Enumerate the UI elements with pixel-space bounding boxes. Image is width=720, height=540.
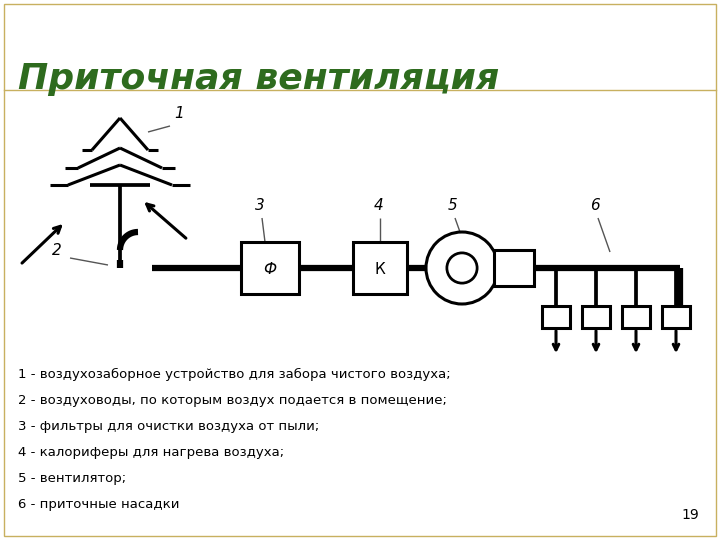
Text: 1: 1 (174, 106, 184, 121)
Text: 3: 3 (255, 198, 265, 213)
Circle shape (447, 253, 477, 283)
Text: К: К (374, 262, 385, 278)
Text: 6: 6 (590, 198, 600, 213)
Bar (542, 306, 570, 328)
Text: 2: 2 (52, 243, 62, 258)
Bar (662, 306, 690, 328)
Text: 19: 19 (681, 508, 699, 522)
Bar (622, 306, 650, 328)
Text: Приточная вентиляция: Приточная вентиляция (18, 62, 499, 96)
Text: 6 - приточные насадки: 6 - приточные насадки (18, 498, 179, 511)
Text: 2 - воздуховоды, по которым воздух подается в помещение;: 2 - воздуховоды, по которым воздух подае… (18, 394, 447, 407)
Text: 5: 5 (448, 198, 458, 213)
Text: 3 - фильтры для очистки воздуха от пыли;: 3 - фильтры для очистки воздуха от пыли; (18, 420, 319, 433)
Bar (494, 250, 534, 286)
Bar (582, 306, 610, 328)
Text: 4 - калориферы для нагрева воздуха;: 4 - калориферы для нагрева воздуха; (18, 446, 284, 459)
Bar (353, 242, 407, 294)
Text: 5 - вентилятор;: 5 - вентилятор; (18, 472, 126, 485)
Text: Ф: Ф (264, 262, 276, 278)
Text: 1 - воздухозаборное устройство для забора чистого воздуха;: 1 - воздухозаборное устройство для забор… (18, 368, 451, 381)
Text: 4: 4 (374, 198, 384, 213)
Bar (241, 242, 299, 294)
Circle shape (426, 232, 498, 304)
